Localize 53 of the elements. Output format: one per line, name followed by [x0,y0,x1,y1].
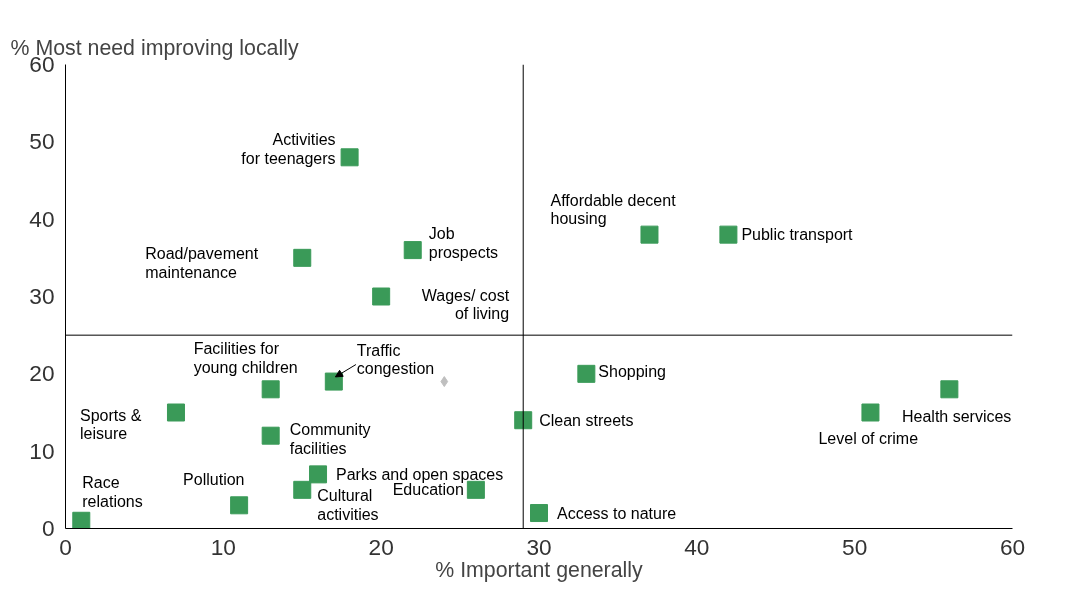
annotation: Health services [901,407,1012,425]
point [72,511,91,529]
annotation: Activities for teenagers [241,131,336,168]
y-tick-label: 20 [29,360,55,387]
x-tick-label: 0 [59,533,72,560]
annotation: Level of crime [818,430,919,447]
point [340,148,359,167]
point [940,380,959,399]
annotation: Job prospects [428,225,499,261]
annotation: Cultural activities [317,486,379,523]
point [514,411,533,430]
point [530,504,548,523]
annotation: Pollution [183,470,245,488]
point [293,248,312,267]
annotation: Access to nature [557,504,677,522]
annotation: Wages/ cost of living [421,286,510,323]
x-tick-label: 10 [210,533,236,560]
annotation: Road/pavement maintenance [145,244,259,281]
point [861,403,880,422]
annotation: Affordable decent housing [550,191,677,228]
annotation: Sports & leisure [79,406,142,443]
y-tick-label: 30 [29,283,55,309]
point [261,380,280,399]
point [324,372,343,391]
point [261,426,280,445]
point [372,287,391,306]
annotation: Facilities for young children [193,340,298,377]
point [577,364,596,383]
x-axis-title: % Important generally [435,557,644,582]
point [309,465,328,484]
annotation: Parks and open spaces [336,465,504,483]
point [440,376,449,388]
annotation: Public transport [741,226,854,244]
annotation: Race relations [82,473,143,510]
annotation: Clean streets [539,411,634,429]
annotation: Shopping [598,363,666,381]
point [166,403,185,422]
x-tick-label: 50 [842,533,868,560]
y-tick-label: 40 [29,205,55,232]
y-tick-label: 50 [29,128,55,155]
x-tick-label: 40 [684,533,710,560]
y-tick-label: 10 [29,437,55,464]
point [719,225,738,244]
x-tick-label: 30 [526,533,552,560]
x-tick-label: 60 [999,533,1026,560]
point [403,241,422,260]
point [293,480,312,499]
annotation: Traffic congestion [356,341,435,378]
annotation: Community facilities [289,420,371,457]
y-tick-label: 0 [41,515,55,541]
x-tick-label: 20 [368,533,394,560]
point [230,496,249,515]
point [640,225,659,244]
